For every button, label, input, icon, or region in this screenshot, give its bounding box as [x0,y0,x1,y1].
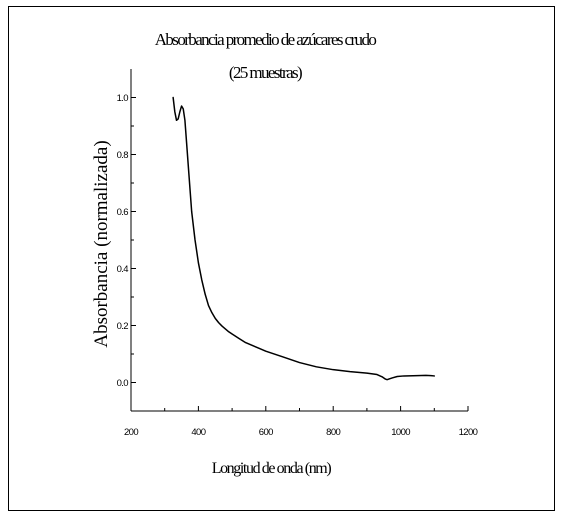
chart-subtitle: (25 muestras) [229,63,302,82]
x-axis-label: Longitud de onda (nm) [212,460,332,477]
y-ticks: 0.0 0.2 0.4 0.6 0.8 1.0 [117,93,136,389]
y-axis-label: Absorbancia (normalizada) [91,140,112,347]
x-ticks: 200 400 600 800 1000 1200 [124,406,478,438]
axes [130,69,468,412]
y-tick-label: 0.0 [117,378,129,389]
y-tick-label: 1.0 [117,93,129,104]
series-line-0 [172,96,436,381]
absorbance-chart: Absorbancia promedio de azúcares crudo (… [91,30,478,477]
y-tick-label: 0.8 [117,150,129,161]
x-tick-label: 1000 [391,427,410,438]
x-tick-label: 600 [259,427,273,438]
x-tick-label: 400 [191,427,205,438]
series-layer [172,96,436,381]
x-tick-label: 800 [326,427,340,438]
chart-title: Absorbancia promedio de azúcares crudo [155,30,377,49]
x-tick-label: 1200 [459,427,478,438]
y-tick-label: 0.2 [117,321,129,332]
x-tick-label: 200 [124,427,138,438]
y-tick-label: 0.4 [117,264,129,275]
chart-frame: Absorbancia promedio de azúcares crudo (… [8,6,555,511]
y-tick-label: 0.6 [117,207,129,218]
